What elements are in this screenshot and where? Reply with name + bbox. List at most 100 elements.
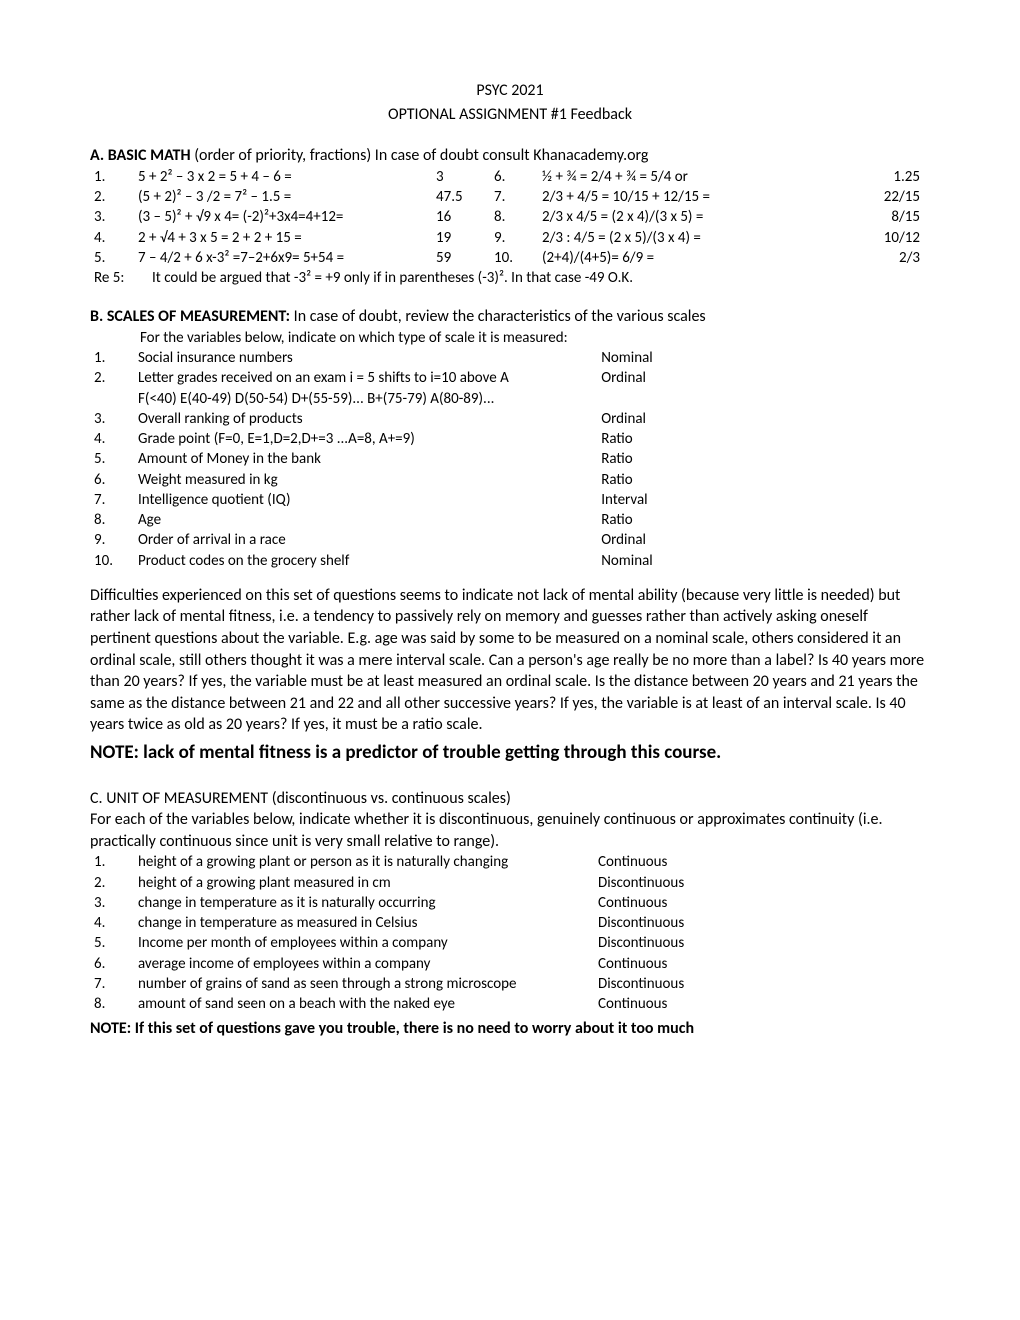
a-right-expr: (2+4)/(4+5)= 6/9 =: [538, 248, 856, 268]
a-left-expr: (5 + 2)² – 3 /2 = 7² – 1.5 =: [134, 187, 432, 207]
section-b-heading-bold: B. SCALES OF MEASUREMENT:: [90, 307, 290, 326]
section-b-heading-rest: In case of doubt, review the characteris…: [290, 307, 706, 326]
b-scale: Nominal: [597, 348, 745, 368]
section-a-table: 1.5 + 2² – 3 x 2 = 5 + 4 – 6 =36.½ + ¾ =…: [90, 167, 930, 268]
section-a-heading-bold: A. BASIC MATH: [90, 146, 191, 165]
section-b-paragraph: Difficulties experienced on this set of …: [90, 585, 930, 736]
section-b-note: NOTE: lack of mental fitness is a predic…: [90, 740, 930, 766]
a-left-ans: 3: [432, 167, 490, 187]
c-scale: Continuous: [594, 954, 762, 974]
a-left-num: 1.: [90, 167, 134, 187]
b-scale: Ratio: [597, 449, 745, 469]
b-scale: [597, 389, 745, 409]
section-b-heading: B. SCALES OF MEASUREMENT: In case of dou…: [90, 306, 930, 328]
a-right-ans: 1.25: [856, 167, 930, 187]
b-num: 2.: [90, 368, 134, 388]
a-left-expr: 2 + √4 + 3 x 5 = 2 + 2 + 15 =: [134, 228, 432, 248]
b-desc: Amount of Money in the bank: [134, 449, 597, 469]
re5-label: Re 5:: [90, 268, 148, 288]
b-scale: Nominal: [597, 551, 745, 571]
c-num: 3.: [90, 893, 134, 913]
a-right-num: 7.: [490, 187, 538, 207]
c-num: 2.: [90, 873, 134, 893]
a-left-expr: 5 + 2² – 3 x 2 = 5 + 4 – 6 =: [134, 167, 432, 187]
section-c-heading: C. UNIT OF MEASUREMENT (discontinuous vs…: [90, 788, 930, 810]
b-scale: Ratio: [597, 470, 745, 490]
a-right-ans: 22/15: [856, 187, 930, 207]
a-left-num: 3.: [90, 207, 134, 227]
a-left-ans: 59: [432, 248, 490, 268]
c-desc: change in temperature as it is naturally…: [134, 893, 594, 913]
c-desc: change in temperature as measured in Cel…: [134, 913, 594, 933]
a-left-ans: 47.5: [432, 187, 490, 207]
b-num: [90, 389, 134, 409]
b-scale: Interval: [597, 490, 745, 510]
c-num: 1.: [90, 852, 134, 872]
b-desc: Order of arrival in a race: [134, 530, 597, 550]
doc-subtitle: OPTIONAL ASSIGNMENT #1 Feedback: [90, 104, 930, 126]
c-num: 7.: [90, 974, 134, 994]
a-right-expr: 2/3 : 4/5 = (2 x 5)/(3 x 4) =: [538, 228, 856, 248]
re5-text: It could be argued that -3² = +9 only if…: [148, 268, 930, 288]
a-right-expr: 2/3 x 4/5 = (2 x 4)/(3 x 5) =: [538, 207, 856, 227]
c-num: 4.: [90, 913, 134, 933]
b-num: 6.: [90, 470, 134, 490]
c-num: 5.: [90, 933, 134, 953]
b-desc: Intelligence quotient (IQ): [134, 490, 597, 510]
c-num: 8.: [90, 994, 134, 1014]
a-right-ans: 10/12: [856, 228, 930, 248]
b-scale: Ordinal: [597, 409, 745, 429]
section-b-table: 1.Social insurance numbersNominal2.Lette…: [90, 348, 745, 571]
b-scale: Ratio: [597, 429, 745, 449]
section-c-instr: For each of the variables below, indicat…: [90, 809, 930, 852]
course-title: PSYC 2021: [90, 80, 930, 102]
a-left-num: 2.: [90, 187, 134, 207]
a-left-ans: 19: [432, 228, 490, 248]
b-desc: Grade point (F=0, E=1,D=2,D+=3 ...A=8, A…: [134, 429, 597, 449]
b-num: 10.: [90, 551, 134, 571]
b-desc: Social insurance numbers: [134, 348, 597, 368]
a-right-ans: 8/15: [856, 207, 930, 227]
c-desc: average income of employees within a com…: [134, 954, 594, 974]
a-right-num: 6.: [490, 167, 538, 187]
b-num: 4.: [90, 429, 134, 449]
c-scale: Continuous: [594, 994, 762, 1014]
c-desc: height of a growing plant or person as i…: [134, 852, 594, 872]
a-right-expr: ½ + ¾ = 2/4 + ¾ = 5/4 or: [538, 167, 856, 187]
c-desc: amount of sand seen on a beach with the …: [134, 994, 594, 1014]
a-left-num: 4.: [90, 228, 134, 248]
a-left-num: 5.: [90, 248, 134, 268]
a-left-ans: 16: [432, 207, 490, 227]
b-num: 7.: [90, 490, 134, 510]
b-desc: Letter grades received on an exam i = 5 …: [134, 368, 597, 388]
b-desc: Weight measured in kg: [134, 470, 597, 490]
section-b-instr: For the variables below, indicate on whi…: [140, 328, 930, 348]
c-desc: number of grains of sand as seen through…: [134, 974, 594, 994]
b-num: 8.: [90, 510, 134, 530]
c-scale: Discontinuous: [594, 913, 762, 933]
b-num: 1.: [90, 348, 134, 368]
b-scale: Ratio: [597, 510, 745, 530]
section-a-heading: A. BASIC MATH (order of priority, fracti…: [90, 145, 930, 167]
section-c-table: 1.height of a growing plant or person as…: [90, 852, 762, 1014]
section-a-heading-rest: (order of priority, fractions) In case o…: [191, 146, 649, 165]
b-desc: Product codes on the grocery shelf: [134, 551, 597, 571]
b-num: 3.: [90, 409, 134, 429]
b-desc: Age: [134, 510, 597, 530]
c-num: 6.: [90, 954, 134, 974]
re5-row: Re 5: It could be argued that -3² = +9 o…: [90, 268, 930, 288]
b-scale: Ordinal: [597, 368, 745, 388]
c-scale: Discontinuous: [594, 933, 762, 953]
a-left-expr: 7 – 4/2 + 6 x-3² =7–2+6x9= 5+54 =: [134, 248, 432, 268]
c-scale: Discontinuous: [594, 873, 762, 893]
c-desc: height of a growing plant measured in cm: [134, 873, 594, 893]
b-desc: F(<40) E(40-49) D(50-54) D+(55-59)... B+…: [134, 389, 597, 409]
a-right-expr: 2/3 + 4/5 = 10/15 + 12/15 =: [538, 187, 856, 207]
c-scale: Continuous: [594, 852, 762, 872]
section-c-note: NOTE: If this set of questions gave you …: [90, 1018, 930, 1040]
b-num: 9.: [90, 530, 134, 550]
a-right-ans: 2/3: [856, 248, 930, 268]
c-scale: Discontinuous: [594, 974, 762, 994]
c-scale: Continuous: [594, 893, 762, 913]
a-right-num: 8.: [490, 207, 538, 227]
